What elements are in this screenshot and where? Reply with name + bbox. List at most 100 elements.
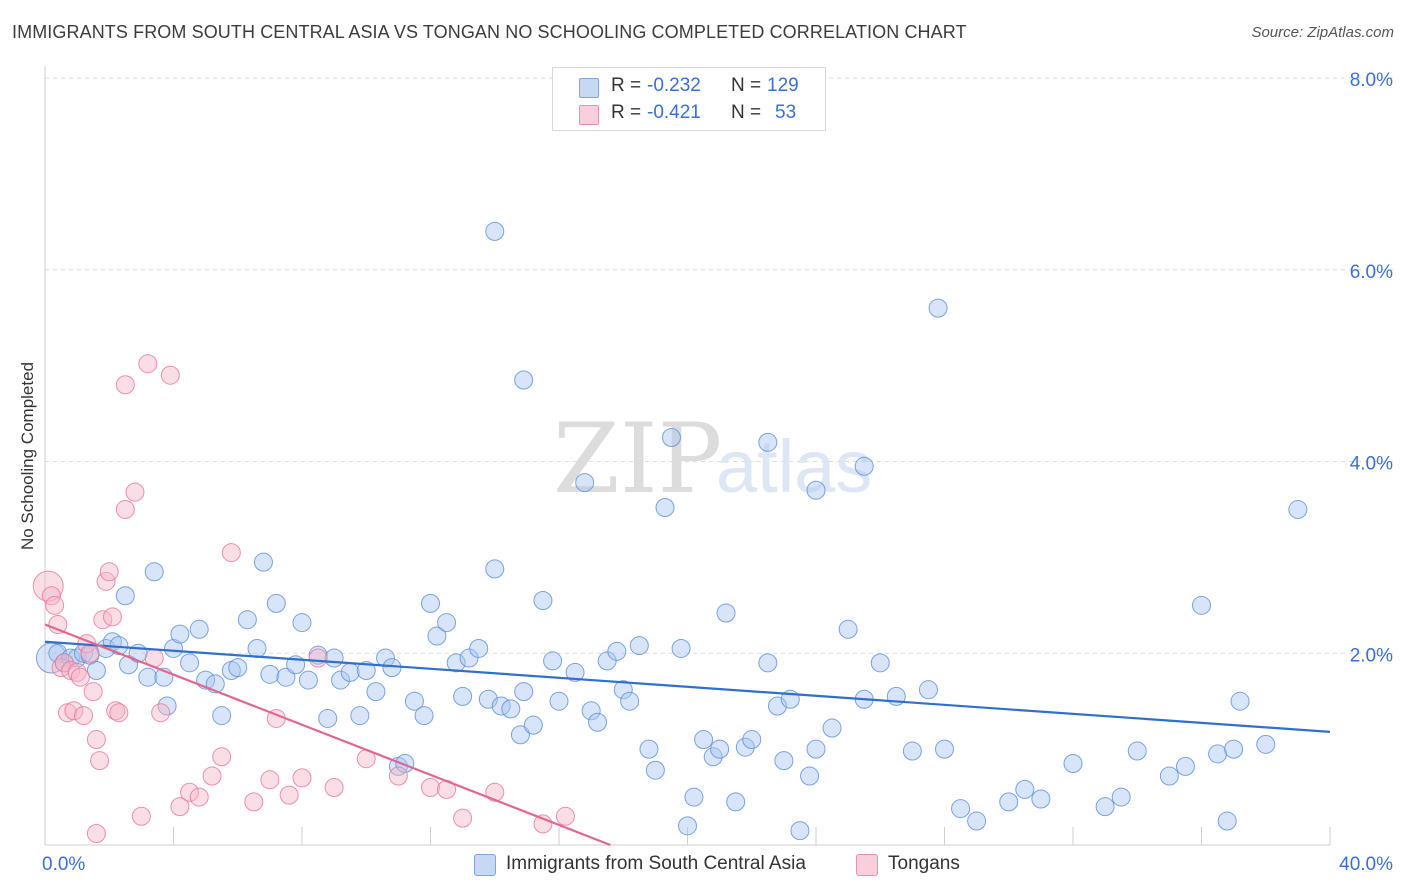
point-south-central-asia xyxy=(607,641,627,661)
point-tongans xyxy=(453,808,473,828)
point-tongans xyxy=(279,785,299,805)
legend-n-value: 129 xyxy=(767,75,799,96)
data-points xyxy=(32,221,1308,843)
y-tick-label: 8.0% xyxy=(1350,70,1393,91)
point-south-central-asia xyxy=(639,739,659,759)
bottom-legend-swatch-tongans xyxy=(856,854,878,876)
watermark: ZIP atlas xyxy=(553,403,872,515)
point-south-central-asia xyxy=(581,701,601,721)
point-south-central-asia xyxy=(1224,739,1244,759)
point-south-central-asia xyxy=(350,706,370,726)
legend-r-label: R = xyxy=(611,102,642,123)
point-south-central-asia xyxy=(854,456,874,476)
point-south-central-asia xyxy=(822,718,842,738)
point-south-central-asia xyxy=(1217,811,1237,831)
legend-swatch-tongans xyxy=(579,105,599,125)
point-south-central-asia xyxy=(613,680,633,700)
point-south-central-asia xyxy=(902,741,922,761)
point-south-central-asia xyxy=(645,760,665,780)
point-south-central-asia xyxy=(543,651,563,671)
point-south-central-asia xyxy=(726,792,746,812)
point-tongans xyxy=(421,777,440,797)
point-south-central-asia xyxy=(366,682,386,702)
point-tongans xyxy=(131,806,151,826)
point-south-central-asia xyxy=(331,670,351,690)
point-south-central-asia xyxy=(1111,787,1131,807)
point-south-central-asia xyxy=(459,648,479,668)
point-south-central-asia xyxy=(588,712,608,732)
point-south-central-asia xyxy=(806,480,826,500)
legend-r-value: -0.421 xyxy=(647,102,701,123)
point-south-central-asia xyxy=(437,613,457,633)
watermark-atlas: atlas xyxy=(716,425,872,508)
point-tongans xyxy=(99,562,119,582)
point-south-central-asia xyxy=(870,653,890,673)
point-tongans xyxy=(151,703,171,723)
point-south-central-asia xyxy=(469,638,489,658)
point-south-central-asia xyxy=(694,730,714,750)
point-south-central-asia xyxy=(485,559,505,579)
point-south-central-asia xyxy=(806,739,826,759)
point-tongans xyxy=(221,543,241,563)
point-south-central-asia xyxy=(710,739,730,759)
bottom-legend-label-south-central-asia: Immigrants from South Central Asia xyxy=(506,853,806,874)
point-south-central-asia xyxy=(1192,595,1211,615)
point-tongans xyxy=(54,653,74,673)
point-tongans xyxy=(244,792,264,812)
point-south-central-asia xyxy=(228,658,248,678)
point-south-central-asia xyxy=(1230,691,1250,711)
legend-r-value: -0.232 xyxy=(647,75,701,96)
point-tongans xyxy=(125,482,145,502)
tick-labels: 2.0% 4.0% 6.0% 8.0% 0.0% 40.0% xyxy=(42,70,1393,875)
point-south-central-asia xyxy=(48,643,68,663)
point-south-central-asia xyxy=(575,473,595,493)
point-south-central-asia xyxy=(758,653,778,673)
point-south-central-asia xyxy=(758,432,778,452)
point-tongans xyxy=(170,797,190,817)
point-south-central-asia xyxy=(838,619,858,639)
point-south-central-asia xyxy=(790,821,810,841)
point-south-central-asia xyxy=(1095,797,1115,817)
point-south-central-asia xyxy=(189,619,209,639)
y-tick-label: 2.0% xyxy=(1350,645,1393,666)
point-south-central-asia xyxy=(501,699,521,719)
point-south-central-asia xyxy=(318,708,338,728)
point-south-central-asia xyxy=(212,706,232,726)
point-south-central-asia xyxy=(735,737,755,757)
point-south-central-asia xyxy=(549,691,569,711)
point-tongans xyxy=(115,375,135,395)
point-south-central-asia xyxy=(703,747,723,767)
legend-n-label: N = xyxy=(731,75,762,96)
point-south-central-asia xyxy=(1256,734,1276,754)
point-south-central-asia xyxy=(671,638,691,658)
point-tongans xyxy=(102,607,122,627)
x-tick-label: 0.0% xyxy=(42,854,85,875)
point-tongans xyxy=(485,782,505,802)
point-south-central-asia xyxy=(260,664,280,684)
point-tongans xyxy=(292,768,312,788)
point-south-central-asia xyxy=(1175,756,1195,776)
bottom-legend-swatch-south-central-asia xyxy=(474,854,496,876)
legend-r-label: R = xyxy=(611,75,642,96)
point-south-central-asia xyxy=(382,658,402,678)
point-south-central-asia xyxy=(1208,744,1228,764)
point-south-central-asia xyxy=(951,799,971,819)
point-south-central-asia xyxy=(170,624,190,644)
point-south-central-asia xyxy=(164,638,183,658)
point-tongans xyxy=(64,701,84,721)
point-tongans xyxy=(202,766,222,786)
point-south-central-asia xyxy=(453,686,473,706)
point-tongans xyxy=(32,570,64,602)
point-tongans xyxy=(61,661,81,681)
point-tongans xyxy=(260,770,280,790)
trend-lines xyxy=(44,623,1331,847)
point-tongans xyxy=(160,365,180,385)
point-tongans xyxy=(48,614,68,634)
point-tongans xyxy=(80,643,100,663)
point-south-central-asia xyxy=(340,662,360,682)
point-tongans xyxy=(70,667,90,687)
point-south-central-asia xyxy=(533,591,553,611)
y-axis-label: No Schooling Completed xyxy=(18,361,37,551)
point-tongans xyxy=(324,777,344,797)
point-tongans xyxy=(180,782,200,802)
